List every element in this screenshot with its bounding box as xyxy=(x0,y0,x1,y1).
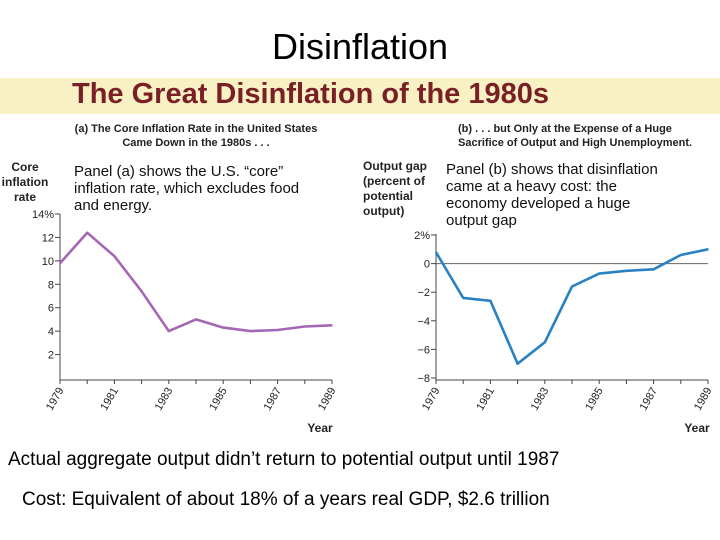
slide-title: Disinflation xyxy=(271,26,449,67)
panel-a-data-point xyxy=(331,324,333,327)
panel-b-ylabel-line: potential xyxy=(363,189,413,203)
panel-a-annotation-line: and energy. xyxy=(74,197,152,214)
panel-a-ylabel-line: inflation xyxy=(2,175,49,189)
panel-a-title-line: Came Down in the 1980s . . . xyxy=(122,137,269,149)
panel-a-data-point xyxy=(276,329,279,331)
panel-b-ylabel-line: Output gap xyxy=(363,159,427,173)
panel-a-x-tick-label: 1989 xyxy=(316,386,339,413)
panel-a-data-point xyxy=(59,262,61,265)
panel-b-data-point xyxy=(598,272,600,275)
panel-b-data-point xyxy=(516,362,519,365)
panel-a-y-tick-label: 4 xyxy=(48,326,54,338)
panel-b-data-point xyxy=(680,254,682,256)
panel-a-x-tick-label: 1979 xyxy=(44,386,67,413)
panel-b-y-tick-label: −4 xyxy=(417,316,430,328)
panel-a-data-point xyxy=(304,325,306,328)
panel-b-series-line xyxy=(434,248,709,366)
panel-b-data-point xyxy=(625,269,628,272)
panel-a-data-point xyxy=(86,231,88,234)
panel-b-x-tick-label: 1981 xyxy=(474,386,497,413)
panel-b-x-axis-label: Year xyxy=(684,421,710,435)
panel-a-y-tick-label: 14% xyxy=(32,209,54,221)
panel-a-x-tick-label: 1981 xyxy=(98,386,121,413)
panel-b-y-tick-label: 0 xyxy=(424,259,430,271)
caption-cost: Cost: Equivalent of about 18% of a years… xyxy=(22,489,550,510)
panel-b-x-tick-label: 1987 xyxy=(638,386,661,413)
panel-b-title-line: (b) . . . but Only at the Expense of a H… xyxy=(458,123,672,135)
panel-a-x-axis-label: Year xyxy=(307,421,333,435)
panel-b-y-tick-label: 2% xyxy=(414,230,430,242)
panel-b-data-point xyxy=(571,285,573,288)
panel-a-y-tick-label: 6 xyxy=(48,303,54,315)
panel-a-data-point xyxy=(249,330,252,332)
banner-background xyxy=(0,78,720,114)
panel-a-y-tick-label: 2 xyxy=(48,350,54,362)
panel-b-x-tick-label: 1985 xyxy=(583,386,606,413)
panel-b-y-tick-label: −6 xyxy=(417,344,430,356)
panel-a-data-point xyxy=(113,255,116,257)
panel-b-title-line: Sacrifice of Output and High Unemploymen… xyxy=(458,137,692,149)
panel-b-annotation-line: output gap xyxy=(446,212,517,229)
panel-a-ylabel-line: rate xyxy=(14,190,36,204)
panel-a-x-tick-label: 1987 xyxy=(262,386,285,413)
panel-a-annotation-line: inflation rate, which excludes food xyxy=(74,180,299,197)
panel-a-data-point xyxy=(222,326,224,329)
panel-a-data-point xyxy=(168,330,170,332)
panel-a-ylabel-line: Core xyxy=(11,160,39,174)
panel-b-x-tick-label: 1989 xyxy=(692,386,715,413)
banner-title: The Great Disinflation of the 1980s xyxy=(72,78,549,110)
panel-b-annotation-line: came at a heavy cost: the xyxy=(446,178,617,195)
panel-b-data-point xyxy=(707,248,709,251)
panel-b-y-tick-label: −8 xyxy=(417,373,430,385)
panel-b-data-point xyxy=(544,341,546,344)
panel-a-annotation-line: Panel (a) shows the U.S. “core” xyxy=(74,163,283,180)
panel-b-annotation-line: economy developed a huge xyxy=(446,195,630,212)
panel-a-y-tick-label: 8 xyxy=(48,279,54,291)
panel-b-data-point xyxy=(489,299,492,302)
panel-a-x-tick-label: 1983 xyxy=(153,386,176,413)
panel-a-x-tick-label: 1985 xyxy=(207,386,230,413)
caption-output-return: Actual aggregate output didn’t return to… xyxy=(8,449,560,470)
panel-a-title-line: (a) The Core Inflation Rate in the Unite… xyxy=(75,123,318,135)
panel-a-series-line xyxy=(59,231,333,333)
panel-a-data-point xyxy=(140,290,143,293)
panel-b-data-point xyxy=(462,297,465,299)
panel-a-data-point xyxy=(195,318,197,321)
panel-b-x-tick-label: 1979 xyxy=(420,386,443,413)
panel-b-y-tick-label: −2 xyxy=(417,287,430,299)
panel-b-annotation-line: Panel (b) shows that disinflation xyxy=(446,161,658,178)
panel-b-data-point xyxy=(435,251,437,253)
panel-b-ylabel-line: (percent of xyxy=(363,174,426,188)
panel-a-y-tick-label: 10 xyxy=(42,256,54,268)
panel-a-y-tick-label: 12 xyxy=(42,232,54,244)
panel-b-x-tick-label: 1983 xyxy=(529,386,552,413)
panel-b-data-point xyxy=(652,268,655,271)
panel-b-ylabel-line: output) xyxy=(363,204,404,218)
